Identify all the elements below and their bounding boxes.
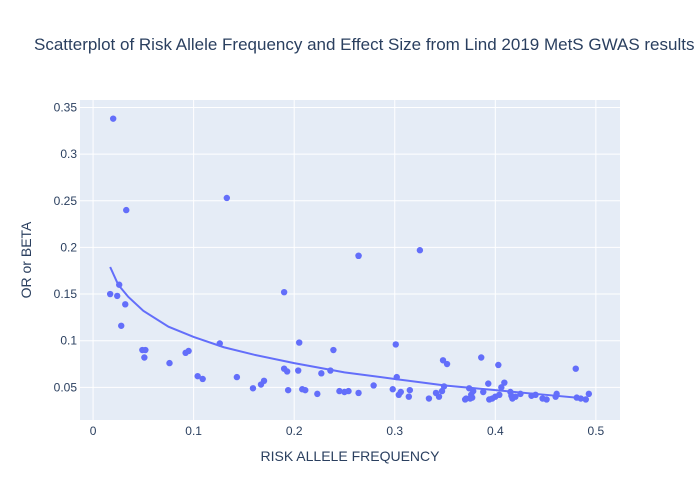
data-point [397,388,404,396]
data-point [572,365,579,372]
data-point [355,252,362,260]
data-point [577,395,584,402]
data-point [469,387,477,395]
data-point [199,375,206,383]
data-point [123,206,130,214]
data-point [439,357,447,364]
data-point [233,373,241,381]
data-point [553,390,560,398]
data-point [582,396,590,403]
data-point [425,395,433,402]
data-point [318,370,325,377]
data-point [517,390,524,398]
data-point [393,373,400,381]
y-tick-label: 0.05 [54,380,78,394]
data-point [327,367,334,374]
x-axis-ticks: 0 0.1 0.2 0.3 0.4 0.5 [90,424,605,438]
data-point [194,372,201,380]
data-point [116,281,123,288]
data-point [114,292,121,300]
data-point [223,194,231,202]
x-tick-label: 0 [90,424,97,438]
data-point [495,361,502,369]
plot-area [80,100,620,420]
data-point [478,354,485,361]
data-point [498,384,505,391]
x-tick-label: 0.5 [588,424,605,438]
data-point [295,367,302,374]
data-point [392,341,399,348]
x-tick-label: 0.1 [185,424,202,438]
data-point [389,386,396,393]
chart-title: Scatterplot of Risk Allele Frequency and… [34,35,694,54]
grid-lines [80,100,620,420]
data-point [406,386,414,394]
y-axis-ticks: 0.05 0.1 0.15 0.2 0.25 0.3 0.35 [54,100,78,394]
data-point [118,322,125,329]
data-point [314,390,321,398]
data-point [260,377,268,385]
data-point [249,385,257,392]
data-point [296,339,303,346]
data-point [405,393,413,400]
data-point [122,301,129,308]
trend-line [109,266,586,400]
x-tick-label: 0.4 [487,424,504,438]
x-tick-label: 0.3 [386,424,403,438]
data-point [345,387,352,395]
data-series [106,115,593,403]
data-point [435,393,443,400]
data-point [512,393,519,400]
data-point [468,394,476,401]
data-point [485,380,492,387]
y-tick-label: 0.25 [54,194,78,208]
y-tick-label: 0.15 [54,287,78,301]
data-point [496,391,503,399]
data-point [543,396,550,403]
data-point [330,346,337,354]
y-tick-label: 0.2 [60,240,77,254]
data-point [142,346,149,354]
data-point [302,386,309,394]
data-point [370,382,377,389]
data-point [440,383,448,390]
data-point [109,115,117,122]
data-point [336,387,343,395]
y-tick-label: 0.1 [60,334,77,348]
data-point [280,288,288,296]
data-point [416,247,424,254]
y-tick-label: 0.3 [60,147,77,161]
data-point [355,389,362,397]
data-point [283,368,291,375]
x-tick-label: 0.2 [286,424,303,438]
x-axis-title: RISK ALLELE FREQUENCY [261,448,441,464]
data-point [216,340,223,347]
data-point [585,390,593,398]
data-point [106,290,114,298]
data-point [501,379,508,386]
data-point [443,360,451,368]
data-point [166,359,173,367]
data-point [480,388,487,396]
y-tick-label: 0.35 [54,100,78,114]
data-point [532,391,539,399]
y-axis-title: OR or BETA [18,221,34,298]
data-point [141,354,148,361]
data-point [185,347,192,355]
data-point [284,386,292,394]
